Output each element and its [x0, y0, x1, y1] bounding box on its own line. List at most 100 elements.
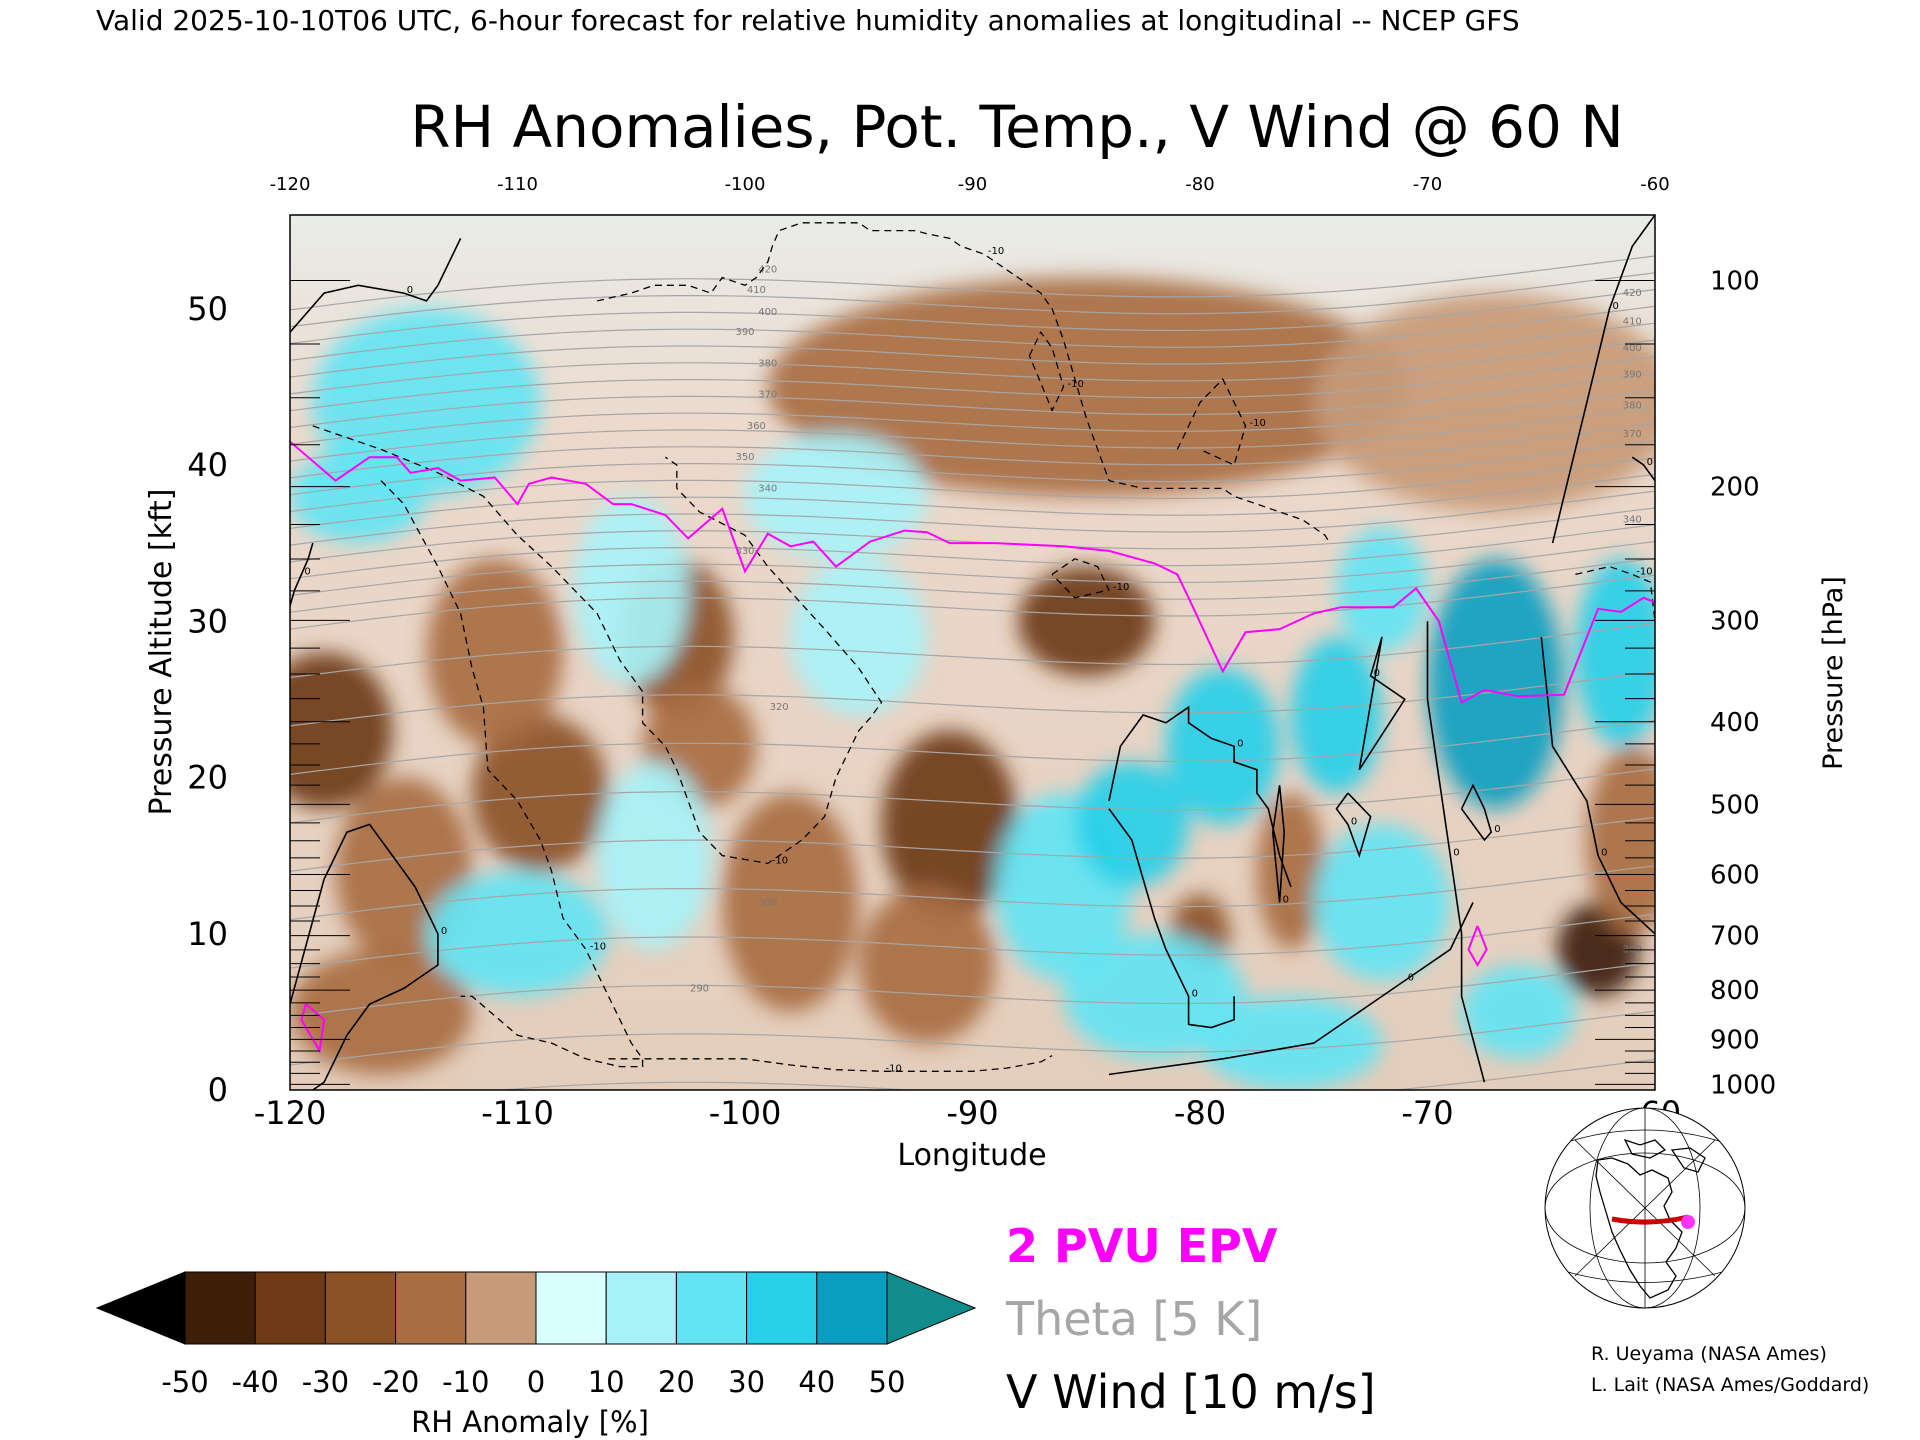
v-wind-zero-contour — [290, 238, 462, 333]
pressure-tick-label: 700 — [1710, 922, 1760, 952]
rh-anomaly-cell — [597, 761, 711, 950]
colorbar-title: RH Anomaly [%] — [411, 1405, 649, 1439]
rh-anomaly-cell — [1427, 558, 1564, 809]
y-axis-right: 100 200 300 400 500 600 700 800 900 1000 — [1710, 267, 1776, 1101]
pressure-tick-label: 800 — [1710, 976, 1760, 1006]
theta-isentrope — [290, 1010, 1655, 1066]
theta-label: 420 — [758, 265, 777, 276]
theta-isentrope — [290, 423, 1655, 479]
credit-line: R. Ueyama (NASA Ames) — [1591, 1343, 1827, 1365]
theta-label: 390 — [1623, 369, 1642, 380]
rh-anomaly-cell — [472, 715, 609, 872]
v-wind-contour-label: -10 — [886, 1063, 902, 1074]
rh-anomaly-cell — [1018, 566, 1155, 676]
pressure-tick-label: 600 — [1710, 860, 1760, 890]
theta-isentrope — [290, 406, 1655, 462]
v-wind-contour-label: 0 — [1374, 668, 1380, 679]
y-tick-label: 40 — [187, 446, 228, 484]
theta-isentrope — [290, 865, 1655, 921]
colorbar-tick-label: -40 — [232, 1365, 279, 1399]
rh-anomaly-cell — [574, 496, 689, 684]
colorbar-swatch — [465, 1271, 537, 1345]
v-wind-contour-label: 0 — [407, 285, 413, 296]
colorbar-tick-label: -50 — [161, 1365, 208, 1399]
theta-isentrope — [290, 255, 1655, 311]
header-text: Valid 2025-10-10T06 UTC, 6-hour forecast… — [96, 4, 1520, 37]
v-wind-zero-contour — [1108, 705, 1292, 888]
v-wind-contour-label: 0 — [1283, 895, 1289, 906]
theta-isentrope — [290, 962, 1655, 1018]
y-tick-label: 10 — [187, 915, 228, 953]
legend: 2 PVU EPV Theta [5 K] V Wind [10 m/s] — [1005, 1219, 1376, 1419]
colorbar-swatch — [535, 1271, 607, 1345]
colorbar-tick-label: 30 — [728, 1365, 765, 1399]
theta-isentrope — [290, 373, 1655, 429]
y-axis-title-right: Pressure [hPa] — [1818, 576, 1849, 770]
theta-isentrope — [494, 1058, 1655, 1090]
pressure-tick-label: 1000 — [1710, 1070, 1776, 1100]
x-top-tick-label: -120 — [270, 174, 311, 195]
v-wind-zero-contour — [1540, 636, 1655, 935]
legend-epv: 2 PVU EPV — [1006, 1219, 1278, 1273]
theta-label: 290 — [690, 983, 709, 994]
v-wind-contour-label: 0 — [1408, 973, 1414, 984]
theta-label: 300 — [758, 898, 777, 909]
colorbar-swatch — [746, 1271, 818, 1345]
v-wind-contour-label: 0 — [1494, 824, 1500, 835]
rh-anomaly-cell — [722, 793, 859, 1012]
x-axis-top: -120 -110 -100 -90 -80 -70 -60 — [270, 174, 1670, 195]
v-wind-contour-label: -10 — [1250, 418, 1266, 429]
theta-label: 380 — [758, 358, 777, 369]
epv-2pvu-small-contour — [1467, 925, 1488, 967]
pressure-tick-label: 900 — [1710, 1025, 1760, 1055]
v-wind-contour-label: 0 — [304, 566, 310, 577]
v-wind-zero-contour — [1460, 783, 1493, 842]
theta-isentropes: 290 300 320 330 340 350 360 370 380 390 400 410 420 3… — [290, 255, 1655, 1090]
v-wind-contour-label: -10 — [1068, 379, 1084, 390]
x-tick-label: -90 — [946, 1094, 998, 1132]
colorbar-tick-label: 50 — [869, 1365, 906, 1399]
v-wind-zero-contour — [1358, 636, 1406, 771]
v-wind-negative-contour — [1051, 558, 1110, 599]
pressure-tick-label: 200 — [1710, 473, 1760, 503]
v-wind-contour-label: -10 — [1113, 582, 1129, 593]
theta-isentrope — [290, 524, 1655, 580]
v-wind-zero-contour — [1631, 456, 1655, 482]
theta-isentrope — [290, 768, 1655, 824]
theta-label: 370 — [1623, 429, 1642, 440]
rh-anomaly-cell — [426, 871, 609, 997]
rh-anomaly-cell — [290, 949, 472, 1075]
theta-isentrope — [290, 272, 1655, 328]
v-wind-zero-contour — [1271, 785, 1286, 903]
colorbar: -50 -40 -30 -20 -10 0 10 20 30 40 50 RH … — [95, 1271, 977, 1439]
pressure-tick-marks — [290, 280, 1655, 1085]
v-wind-contour-label: 0 — [1453, 848, 1459, 859]
epv-2pvu-line — [290, 440, 1655, 704]
v-wind-zero-contour — [1108, 902, 1474, 1076]
theta-label: 400 — [758, 307, 777, 318]
theta-isentrope — [290, 557, 1655, 613]
legend-v-wind: V Wind [10 m/s] — [1006, 1365, 1376, 1419]
theta-isentrope — [290, 389, 1655, 445]
x-tick-label: -80 — [1174, 1094, 1226, 1132]
x-tick-label: -70 — [1401, 1094, 1453, 1132]
plot-frame — [289, 214, 1656, 1091]
x-tick-label: -110 — [481, 1094, 554, 1132]
inset-map — [1544, 1107, 1746, 1309]
theta-label: 400 — [1623, 343, 1642, 354]
v-wind-contour-label: 0 — [1192, 988, 1198, 999]
theta-isentrope — [290, 816, 1655, 872]
pressure-tick-label: 100 — [1710, 267, 1760, 297]
v-wind-negative-contour — [596, 222, 1331, 544]
v-wind-zero-contour — [1108, 808, 1235, 1029]
theta-isentrope — [290, 305, 1655, 361]
theta-label: 410 — [747, 285, 766, 296]
theta-label: 350 — [735, 452, 754, 463]
rh-anomaly-cell — [1575, 558, 1655, 747]
v-wind-contour-label: 0 — [1237, 738, 1243, 749]
v-wind-contour-label: -10 — [988, 246, 1004, 257]
pressure-tick-label: 300 — [1710, 606, 1760, 636]
v-wind-negative-contour — [1028, 330, 1065, 412]
theta-label: 360 — [747, 421, 766, 432]
